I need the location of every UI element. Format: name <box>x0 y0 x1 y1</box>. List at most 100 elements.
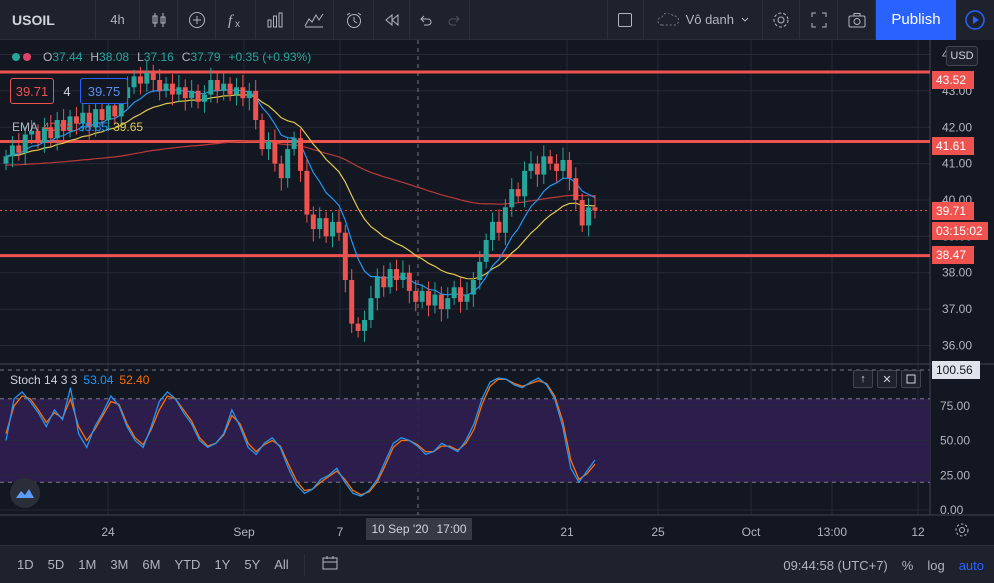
range-1m[interactable]: 1M <box>78 557 97 572</box>
candle-body <box>73 116 79 124</box>
candle-body <box>285 149 291 179</box>
candle-body <box>426 290 432 306</box>
fullscreen-icon[interactable] <box>800 0 838 40</box>
candle-body <box>150 72 156 80</box>
svg-text:x: x <box>235 19 240 29</box>
buy-button[interactable]: 39.75 <box>80 78 128 104</box>
candle-body <box>272 141 278 164</box>
cloud-icon <box>657 12 679 25</box>
replay-icon[interactable] <box>374 0 410 40</box>
svg-text:f: f <box>228 13 234 29</box>
bottom-right-controls: 09:44:58 (UTC+7) % log auto <box>783 546 994 583</box>
currency-button[interactable]: USD <box>946 46 978 66</box>
candle-body <box>99 109 105 120</box>
candle-body <box>163 83 169 91</box>
ema-legend[interactable]: EMA 40.98 38.85 39.65 <box>12 120 143 134</box>
candle-body <box>93 109 99 128</box>
candle-body <box>182 87 188 99</box>
candles-icon[interactable] <box>140 0 178 40</box>
fullscreen-frame-icon[interactable] <box>606 0 643 40</box>
symbol-search[interactable]: USOIL <box>0 0 96 40</box>
candle-body <box>195 90 201 102</box>
range-5d[interactable]: 5D <box>47 557 65 572</box>
status-dot-icon <box>12 53 20 61</box>
candle-body <box>400 272 406 280</box>
layout-name: Vô danh <box>685 12 734 27</box>
move-up-icon[interactable]: ↑ <box>853 370 873 388</box>
candle-body <box>176 87 182 95</box>
candle-body <box>41 127 47 142</box>
compare-icon[interactable] <box>178 0 216 40</box>
last-price-text: 39.71 <box>936 204 967 218</box>
candle-body <box>336 221 342 233</box>
candle-body <box>9 145 15 157</box>
range-5y[interactable]: 5Y <box>244 557 261 572</box>
maximize-pane-icon[interactable] <box>901 370 921 388</box>
stoch-top-text: 100.56 <box>936 363 973 377</box>
range-3m[interactable]: 3M <box>110 557 129 572</box>
high-value: 38.08 <box>99 50 130 64</box>
stoch-d-line <box>5 378 596 496</box>
tradingview-logo-icon[interactable] <box>10 478 40 508</box>
camera-icon[interactable] <box>838 0 876 40</box>
candle-body <box>48 127 54 139</box>
close-icon[interactable]: ✕ <box>877 370 897 388</box>
level-tag-s1-text: 38.47 <box>936 248 967 262</box>
stoch-tick-label: 50.00 <box>940 434 970 448</box>
stoch-tick-label: 25.00 <box>940 468 970 482</box>
undo-icon[interactable] <box>410 0 440 40</box>
high-label: H <box>90 50 100 64</box>
ema-value-2: 38.85 <box>78 120 109 134</box>
stoch-k-line <box>5 377 596 497</box>
settings-gear-icon[interactable] <box>762 0 800 40</box>
candle-body <box>310 214 316 230</box>
clock-label[interactable]: 09:44:58 (UTC+7) <box>783 557 888 573</box>
candle-body <box>592 207 598 211</box>
candle-body <box>201 94 207 102</box>
range-ytd[interactable]: YTD <box>174 557 201 572</box>
interval-label: 4h <box>110 12 125 27</box>
date-range-icon[interactable] <box>313 555 347 574</box>
layout-selector[interactable]: Vô danh <box>642 0 762 40</box>
range-1d[interactable]: 1D <box>17 557 34 572</box>
publish-button[interactable]: Publish <box>876 0 956 40</box>
time-tick-label: 24 <box>101 525 115 539</box>
time-tick-label: 12 <box>911 525 925 539</box>
candle-body <box>419 290 425 302</box>
countdown-text: 03:15:02 <box>936 224 983 238</box>
redo-icon[interactable] <box>440 0 470 40</box>
candle-body <box>246 90 252 99</box>
range-1y[interactable]: 1Y <box>214 557 231 572</box>
range-6m[interactable]: 6M <box>142 557 161 572</box>
chart-area[interactable]: 44.0043.0042.0041.0040.0039.0038.0037.00… <box>0 40 994 545</box>
scale-settings-gear-icon[interactable] <box>954 522 970 541</box>
candle-body <box>342 232 348 280</box>
time-tick-label: Sep <box>233 525 255 539</box>
alert-icon[interactable] <box>334 0 374 40</box>
percent-toggle[interactable]: % <box>901 557 914 573</box>
candle-body <box>214 80 220 91</box>
candle-body <box>445 298 451 310</box>
chart-canvas[interactable]: 44.0043.0042.0041.0040.0039.0038.0037.00… <box>0 40 994 545</box>
range-all[interactable]: All <box>274 557 289 572</box>
price-tick-label: 36.00 <box>942 338 972 352</box>
auto-toggle[interactable]: auto <box>958 557 984 573</box>
stoch-legend[interactable]: Stoch 14 3 3 53.04 52.40 <box>10 373 149 387</box>
visibility-dots[interactable] <box>12 53 31 61</box>
log-toggle[interactable]: log <box>927 557 945 573</box>
templates-icon[interactable] <box>256 0 294 40</box>
candle-body <box>406 272 412 291</box>
stoch-label: Stoch 14 3 3 <box>10 373 78 387</box>
spread-value: 4 <box>63 83 71 99</box>
ema-slow-line <box>5 94 596 280</box>
candle-body <box>387 269 393 288</box>
sell-button[interactable]: 39.71 <box>10 78 54 104</box>
countdown-tag: 03:15:02 <box>932 222 988 240</box>
cursor-time: 17:00 <box>436 522 467 536</box>
play-icon[interactable] <box>956 0 994 40</box>
low-label: L <box>137 50 144 64</box>
interval-button[interactable]: 4h <box>96 0 140 40</box>
level-tag-r2: 41.61 <box>932 137 974 155</box>
financials-icon[interactable] <box>294 0 334 40</box>
